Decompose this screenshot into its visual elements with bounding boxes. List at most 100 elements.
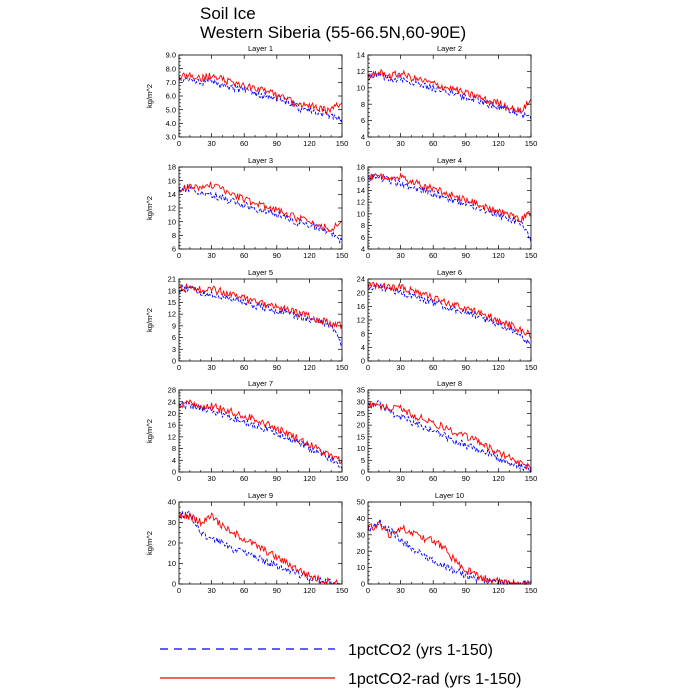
y-tick-label-layer-7: 28: [168, 386, 176, 395]
x-tick-label-layer-5: 60: [240, 363, 248, 372]
series-1pctco2-rad-layer-5: [178, 283, 343, 330]
x-tick-label-layer-4: 0: [366, 251, 370, 260]
y-tick-label-layer-6: 0: [361, 357, 365, 366]
y-tick-label-layer-10: 40: [357, 514, 365, 523]
y-tick-label-layer-5: 0: [172, 357, 176, 366]
x-tick-label-layer-7: 120: [303, 474, 316, 483]
y-tick-label-layer-2: 6: [361, 116, 365, 125]
y-tick-label-layer-5: 18: [168, 286, 176, 295]
y-tick-label-layer-7: 4: [172, 456, 176, 465]
y-axis-label-layer-9: kg/m^2: [145, 531, 154, 555]
y-tick-label-layer-10: 50: [357, 498, 365, 507]
x-tick-label-layer-3: 0: [177, 251, 181, 260]
series-1pctco2-rad-layer-10: [367, 521, 532, 586]
panel-title-layer-9: Layer 9: [248, 491, 273, 500]
y-tick-label-layer-5: 9: [172, 321, 176, 330]
x-tick-label-layer-3: 150: [336, 251, 349, 260]
series-1pctco2-rad-layer-6: [367, 281, 532, 339]
legend: 1pctCO2 (yrs 1-150) 1pctCO2-rad (yrs 1-1…: [160, 642, 521, 688]
x-tick-label-layer-8: 60: [429, 474, 437, 483]
y-tick-label-layer-4: 10: [357, 209, 365, 218]
x-tick-label-layer-6: 120: [492, 363, 505, 372]
legend-label-1pctco2-rad: 1pctCO2-rad (yrs 1-150): [348, 671, 521, 688]
x-tick-label-layer-3: 120: [303, 251, 316, 260]
y-tick-label-layer-10: 0: [361, 580, 365, 589]
series-1pctco2-rad-layer-7: [178, 399, 343, 464]
series-1pctco2-rad-layer-8: [367, 402, 532, 472]
y-axis-label-layer-5: kg/m^2: [145, 308, 154, 332]
figure-title: Soil Ice: [200, 4, 256, 23]
y-tick-label-layer-4: 12: [357, 198, 365, 207]
y-tick-label-layer-7: 16: [168, 421, 176, 430]
y-tick-label-layer-4: 18: [357, 163, 365, 172]
y-tick-label-layer-8: 15: [357, 432, 365, 441]
plot-frame-layer-2: [367, 54, 532, 138]
x-tick-label-layer-10: 60: [429, 586, 437, 595]
panel-title-layer-7: Layer 7: [248, 379, 273, 388]
y-tick-label-layer-10: 20: [357, 547, 365, 556]
y-tick-label-layer-4: 8: [361, 221, 365, 230]
plot-frame-layer-3: [178, 166, 343, 250]
series-1pctco2-layer-3: [178, 185, 343, 245]
x-tick-label-layer-4: 120: [492, 251, 505, 260]
x-tick-label-layer-8: 90: [462, 474, 470, 483]
y-axis-label-layer-3: kg/m^2: [145, 196, 154, 220]
x-tick-label-layer-6: 0: [366, 363, 370, 372]
panel-title-layer-1: Layer 1: [248, 44, 273, 53]
x-tick-label-layer-7: 0: [177, 474, 181, 483]
x-tick-label-layer-3: 60: [240, 251, 248, 260]
x-tick-label-layer-2: 30: [396, 139, 404, 148]
panel-layer-1: Layer 1 kg/m^2 0 30 60 90 120 150 3.0 4.0 5.0 6.0 7.…: [145, 44, 348, 148]
y-tick-label-layer-7: 8: [172, 444, 176, 453]
y-tick-label-layer-6: 8: [361, 329, 365, 338]
y-tick-label-layer-3: 14: [168, 190, 176, 199]
x-tick-label-layer-7: 150: [336, 474, 349, 483]
plot-frame-layer-9: [178, 501, 343, 585]
x-tick-label-layer-1: 60: [240, 139, 248, 148]
y-tick-label-layer-8: 10: [357, 444, 365, 453]
series-1pctco2-layer-6: [367, 282, 532, 346]
y-tick-label-layer-6: 4: [361, 343, 365, 352]
x-tick-label-layer-8: 150: [525, 474, 538, 483]
x-tick-label-layer-9: 90: [273, 586, 281, 595]
y-tick-label-layer-9: 0: [172, 580, 176, 589]
y-tick-label-layer-4: 16: [357, 174, 365, 183]
y-tick-label-layer-8: 30: [357, 397, 365, 406]
y-tick-label-layer-9: 40: [168, 498, 176, 507]
x-tick-label-layer-7: 90: [273, 474, 281, 483]
series-1pctco2-rad-layer-3: [178, 181, 343, 232]
y-tick-label-layer-1: 7.0: [166, 78, 176, 87]
panel-title-layer-6: Layer 6: [437, 268, 462, 277]
series-1pctco2-layer-4: [367, 173, 532, 243]
y-tick-label-layer-5: 21: [168, 275, 176, 284]
figure-subtitle: Western Siberia (55-66.5N,60-90E): [200, 23, 466, 42]
series-1pctco2-layer-7: [178, 400, 343, 469]
panel-layer-6: Layer 6 0 30 60 90 120 150 0 4 8 12 16 20 24: [357, 268, 538, 372]
x-tick-label-layer-2: 0: [366, 139, 370, 148]
y-tick-label-layer-7: 0: [172, 468, 176, 477]
x-tick-label-layer-1: 150: [336, 139, 349, 148]
x-tick-label-layer-10: 90: [462, 586, 470, 595]
x-tick-label-layer-9: 0: [177, 586, 181, 595]
x-tick-label-layer-3: 30: [207, 251, 215, 260]
y-axis-label-layer-7: kg/m^2: [145, 419, 154, 443]
x-tick-label-layer-5: 150: [336, 363, 349, 372]
y-tick-label-layer-2: 12: [357, 67, 365, 76]
y-tick-label-layer-3: 10: [168, 217, 176, 226]
plot-frame-layer-6: [367, 278, 532, 362]
x-tick-label-layer-4: 150: [525, 251, 538, 260]
x-tick-label-layer-2: 60: [429, 139, 437, 148]
y-tick-label-layer-1: 4.0: [166, 119, 176, 128]
panel-layer-10: Layer 10 0 30 60 90 120 150 0 10 20 30 40 50: [357, 491, 538, 595]
y-tick-label-layer-7: 12: [168, 432, 176, 441]
panel-title-layer-3: Layer 3: [248, 156, 273, 165]
x-tick-label-layer-9: 60: [240, 586, 248, 595]
panel-layer-2: Layer 2 0 30 60 90 120 150 4 6 8 10 12 14: [357, 44, 538, 148]
x-tick-label-layer-9: 30: [207, 586, 215, 595]
y-tick-label-layer-9: 10: [168, 559, 176, 568]
x-tick-label-layer-1: 90: [273, 139, 281, 148]
series-1pctco2-layer-5: [178, 284, 343, 347]
y-tick-label-layer-1: 3.0: [166, 133, 176, 142]
